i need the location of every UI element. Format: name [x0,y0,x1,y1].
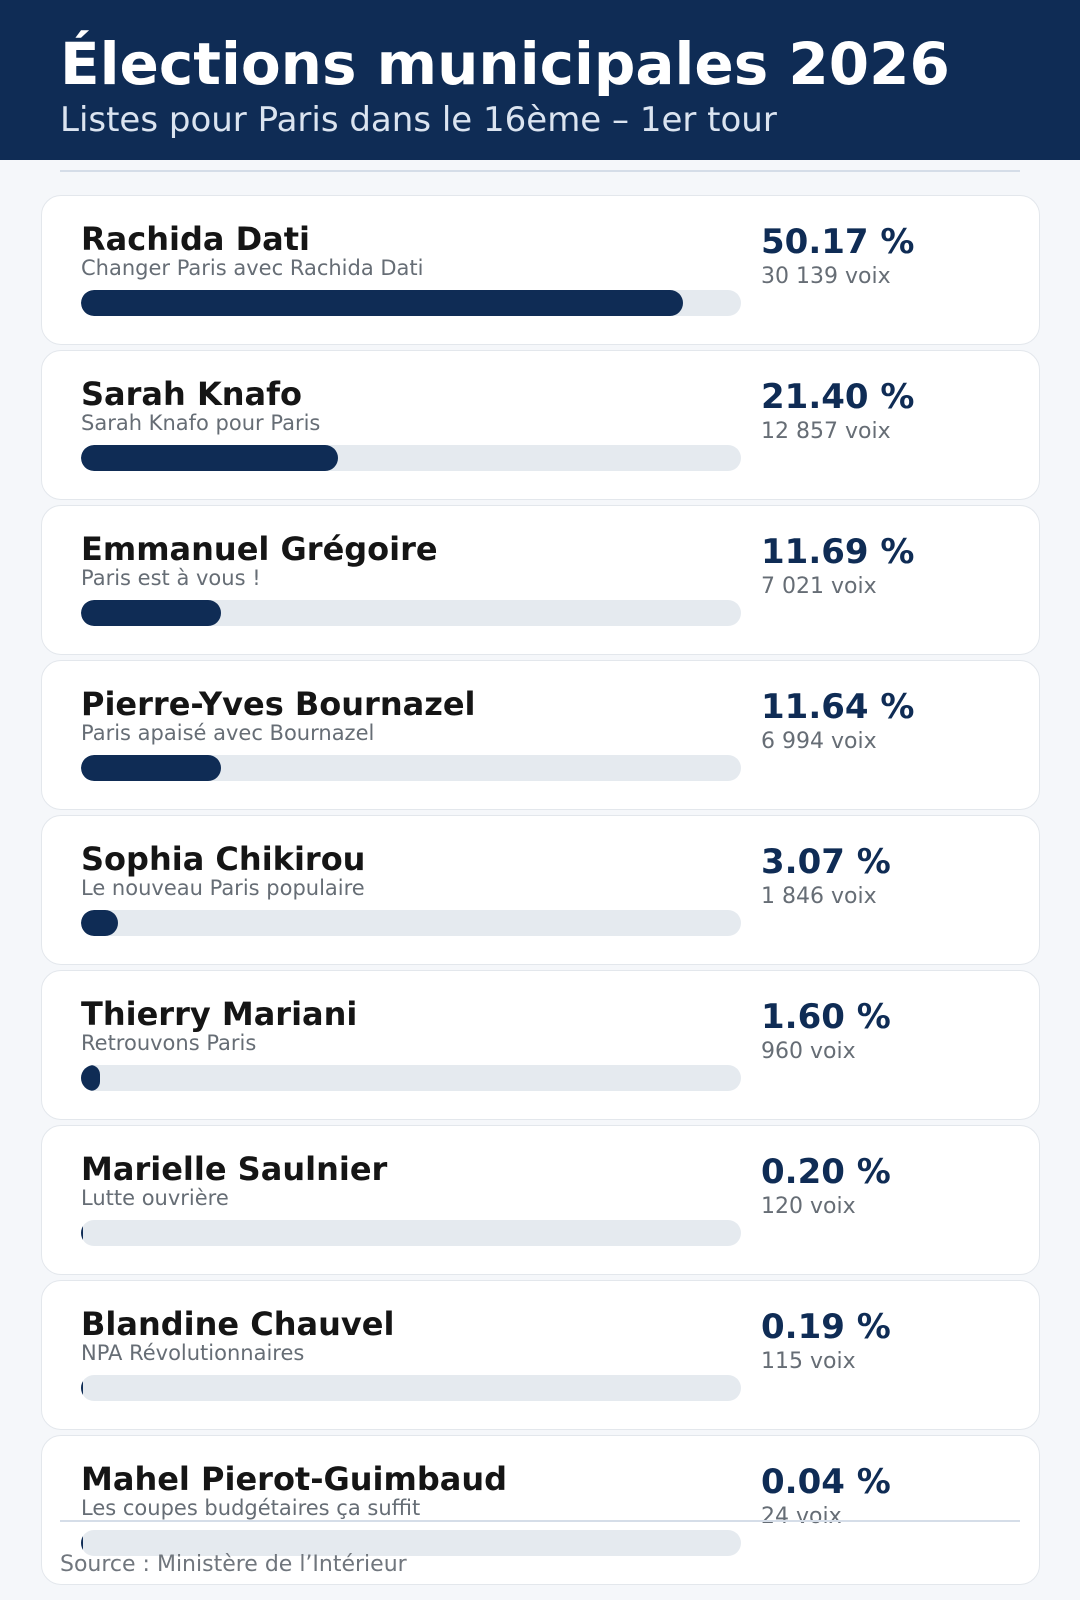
bar-fill [81,290,684,316]
bar-fill [81,755,221,781]
candidate-name: Sarah Knafo [81,375,303,413]
bar-fill [81,1065,101,1091]
candidate-card: Rachida Dati Changer Paris avec Rachida D… [41,195,1040,345]
bar-track [81,290,741,316]
votes-label: 115 voix [761,1349,856,1374]
list-name: Les coupes budgétaires ça suffit [81,1496,421,1520]
bottom-divider [60,1520,1020,1522]
bar-fill [81,1220,84,1246]
bar-fill [81,1375,84,1401]
bar-track [81,1065,741,1091]
votes-label: 120 voix [761,1194,856,1219]
candidate-name: Emmanuel Grégoire [81,530,438,568]
candidate-name: Pierre-Yves Bournazel [81,685,476,723]
candidate-card: Emmanuel Grégoire Paris est à vous ! 11.69… [41,505,1040,655]
bar-track [81,1375,741,1401]
list-name: Paris est à vous ! [81,566,261,590]
percentage-label: 0.19 % [761,1307,891,1347]
candidate-card: Thierry Mariani Retrouvons Paris 1.60 % 960… [41,970,1040,1120]
percentage-label: 3.07 % [761,842,891,882]
candidate-name: Rachida Dati [81,220,311,258]
bar-track [81,1530,741,1556]
bar-track [81,1220,741,1246]
list-name: Retrouvons Paris [81,1031,257,1055]
list-name: Paris apaisé avec Bournazel [81,721,375,745]
bar-fill [81,445,338,471]
percentage-label: 21.40 % [761,377,915,417]
percentage-label: 0.20 % [761,1152,891,1192]
percentage-label: 50.17 % [761,222,915,262]
bar-fill [81,910,118,936]
votes-label: 1 846 voix [761,884,877,909]
percentage-label: 11.64 % [761,687,915,727]
list-name: Le nouveau Paris populaire [81,876,365,900]
bar-track [81,445,741,471]
percentage-label: 1.60 % [761,997,891,1037]
page-title: Élections municipales 2026 [60,30,950,98]
votes-label: 960 voix [761,1039,856,1064]
list-name: Changer Paris avec Rachida Dati [81,256,424,280]
votes-label: 12 857 voix [761,419,891,444]
candidate-card: Blandine Chauvel NPA Révolutionnaires 0.19… [41,1280,1040,1430]
percentage-label: 11.69 % [761,532,915,572]
list-name: NPA Révolutionnaires [81,1341,305,1365]
votes-label: 24 voix [761,1504,842,1529]
source-note: Source : Ministère de l’Intérieur [60,1552,407,1577]
votes-label: 7 021 voix [761,574,877,599]
list-name: Sarah Knafo pour Paris [81,411,321,435]
candidate-card: Marielle Saulnier Lutte ouvrière 0.20 % 120… [41,1125,1040,1275]
candidate-card: Mahel Pierot-Guimbaud Les coupes budgétai… [41,1435,1040,1585]
votes-label: 6 994 voix [761,729,877,754]
candidate-name: Marielle Saulnier [81,1150,388,1188]
list-name: Lutte ouvrière [81,1186,229,1210]
top-divider [60,170,1020,172]
candidate-name: Sophia Chikirou [81,840,366,878]
candidate-name: Blandine Chauvel [81,1305,395,1343]
bar-track [81,910,741,936]
candidate-card: Sarah Knafo Sarah Knafo pour Paris 21.40 %… [41,350,1040,500]
candidate-name: Mahel Pierot-Guimbaud [81,1460,508,1498]
bar-fill [81,600,222,626]
candidate-card: Sophia Chikirou Le nouveau Paris populair… [41,815,1040,965]
percentage-label: 0.04 % [761,1462,891,1502]
bar-track [81,600,741,626]
votes-label: 30 139 voix [761,264,891,289]
page-subtitle: Listes pour Paris dans le 16ème – 1er to… [60,100,777,140]
bar-fill [81,1530,83,1556]
bar-track [81,755,741,781]
candidate-card: Pierre-Yves Bournazel Paris apaisé avec B… [41,660,1040,810]
header: Élections municipales 2026 Listes pour P… [0,0,1080,160]
candidate-name: Thierry Mariani [81,995,358,1033]
